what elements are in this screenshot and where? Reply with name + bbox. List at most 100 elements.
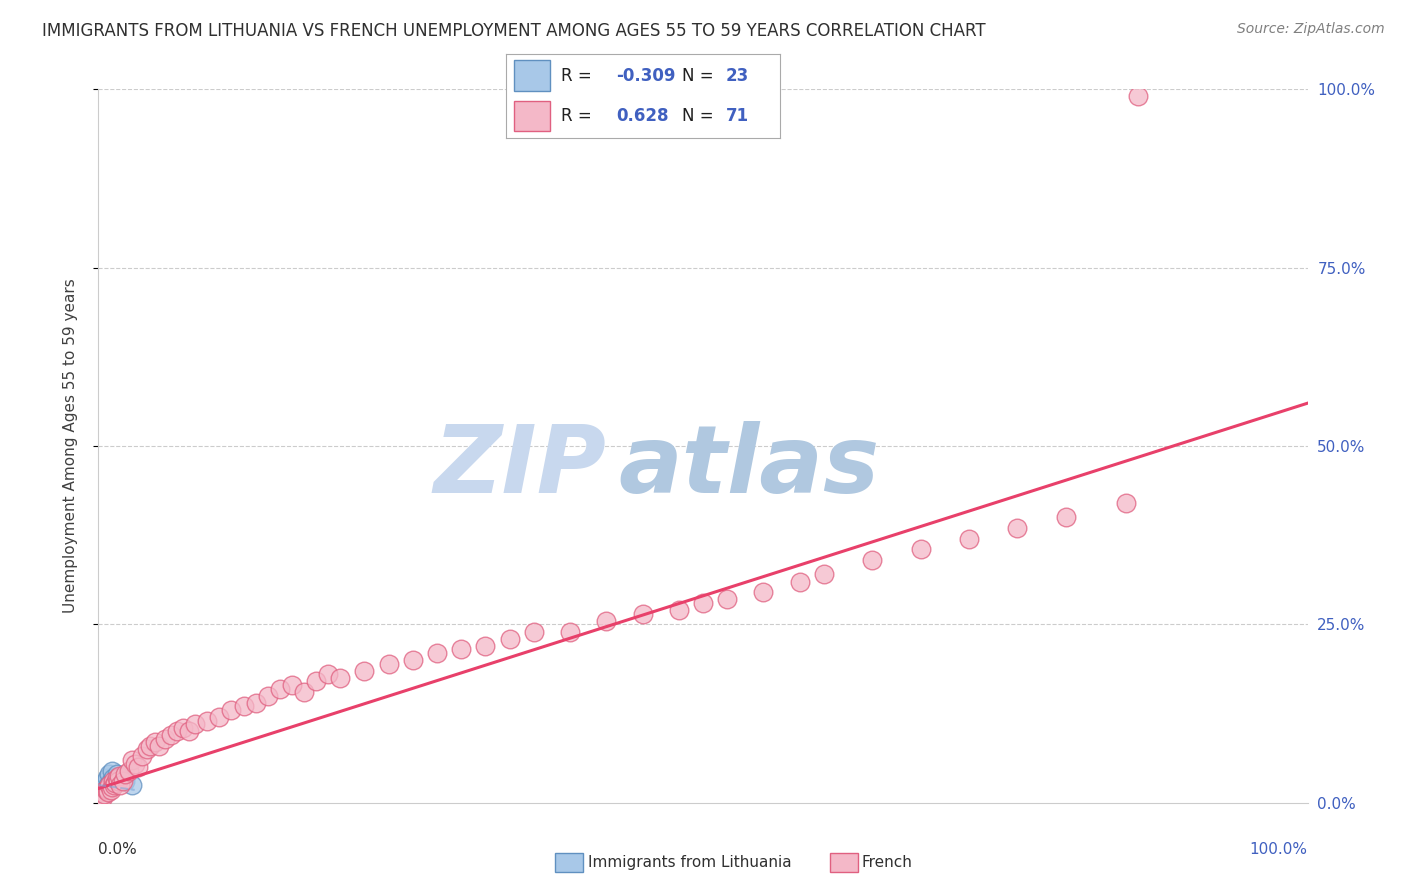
Point: [91, 785, 114, 799]
Point: [91, 789, 114, 803]
Point: [90, 789, 112, 803]
Point: [172, 721, 194, 735]
Point: [114, 767, 136, 781]
Point: [93, 785, 115, 799]
Point: [474, 639, 496, 653]
Point: [256, 689, 278, 703]
Point: [148, 739, 170, 753]
Point: [98, 767, 121, 781]
Point: [1007, 521, 1029, 535]
Point: [160, 728, 183, 742]
Point: [108, 778, 131, 792]
Text: IMMIGRANTS FROM LITHUANIA VS FRENCH UNEMPLOYMENT AMONG AGES 55 TO 59 YEARS CORRE: IMMIGRANTS FROM LITHUANIA VS FRENCH UNEM…: [42, 22, 986, 40]
Point: [450, 642, 472, 657]
Text: Source: ZipAtlas.com: Source: ZipAtlas.com: [1237, 22, 1385, 37]
Point: [100, 764, 122, 778]
Text: 0.628: 0.628: [616, 107, 668, 125]
Text: N =: N =: [682, 107, 713, 125]
Text: 71: 71: [725, 107, 748, 125]
Y-axis label: Unemployment Among Ages 55 to 59 years: Unemployment Among Ages 55 to 59 years: [63, 278, 77, 614]
Point: [957, 532, 980, 546]
Text: R =: R =: [561, 67, 592, 85]
Point: [752, 585, 775, 599]
Point: [89, 792, 111, 806]
Point: [245, 696, 267, 710]
Point: [377, 657, 399, 671]
Point: [98, 778, 121, 792]
Point: [90, 790, 112, 805]
Point: [329, 671, 352, 685]
Point: [93, 778, 115, 792]
Point: [97, 785, 120, 799]
Point: [692, 596, 714, 610]
Point: [100, 780, 122, 794]
Text: atlas: atlas: [619, 421, 880, 514]
Point: [108, 771, 131, 785]
Point: [789, 574, 811, 589]
Point: [305, 674, 328, 689]
Text: 23: 23: [725, 67, 749, 85]
Text: -0.309: -0.309: [616, 67, 675, 85]
Point: [139, 739, 162, 753]
Point: [127, 760, 149, 774]
Text: R =: R =: [561, 107, 592, 125]
Point: [121, 753, 143, 767]
Point: [105, 771, 128, 785]
FancyBboxPatch shape: [515, 101, 550, 131]
Point: [96, 781, 118, 796]
Point: [94, 774, 117, 789]
Point: [97, 778, 120, 792]
Point: [90, 785, 112, 799]
Point: [221, 703, 243, 717]
Point: [631, 607, 654, 621]
Point: [860, 553, 883, 567]
Point: [131, 749, 153, 764]
Point: [1054, 510, 1077, 524]
Point: [94, 783, 117, 797]
Text: Immigrants from Lithuania: Immigrants from Lithuania: [588, 855, 792, 870]
Point: [124, 756, 146, 771]
Point: [100, 774, 122, 789]
Point: [716, 592, 738, 607]
Point: [813, 567, 835, 582]
Point: [103, 778, 125, 792]
Point: [353, 664, 375, 678]
Point: [93, 787, 115, 801]
Point: [91, 787, 114, 801]
Point: [910, 542, 932, 557]
Point: [101, 771, 124, 785]
Point: [100, 783, 122, 797]
Point: [96, 781, 118, 796]
Text: 0.0%: 0.0%: [98, 842, 138, 857]
Point: [94, 783, 117, 797]
Point: [114, 774, 136, 789]
Point: [135, 742, 157, 756]
Point: [195, 714, 218, 728]
Text: N =: N =: [682, 67, 713, 85]
Point: [426, 646, 449, 660]
Point: [105, 767, 128, 781]
Point: [153, 731, 176, 746]
Point: [179, 724, 201, 739]
Point: [118, 764, 141, 778]
Point: [96, 771, 118, 785]
Point: [91, 781, 114, 796]
Point: [121, 778, 143, 792]
Point: [281, 678, 304, 692]
Point: [108, 769, 131, 783]
Point: [595, 614, 617, 628]
Text: 100.0%: 100.0%: [1250, 842, 1308, 857]
Point: [1128, 89, 1150, 103]
Point: [402, 653, 425, 667]
Point: [91, 790, 114, 805]
Point: [558, 624, 581, 639]
Point: [498, 632, 520, 646]
FancyBboxPatch shape: [515, 61, 550, 91]
Point: [523, 624, 546, 639]
Point: [101, 774, 124, 789]
Point: [143, 735, 166, 749]
Point: [91, 783, 114, 797]
Point: [208, 710, 231, 724]
Point: [316, 667, 339, 681]
Point: [292, 685, 315, 699]
